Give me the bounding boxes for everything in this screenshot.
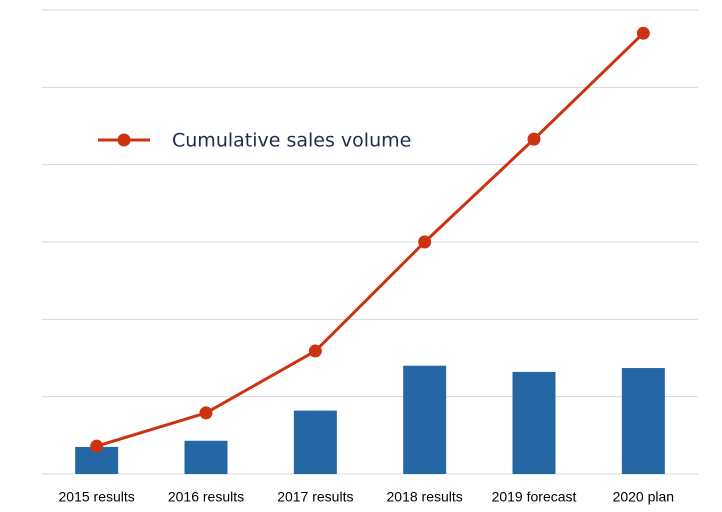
line-marker xyxy=(90,439,104,453)
bar xyxy=(621,368,665,474)
line-marker xyxy=(636,26,650,40)
bar xyxy=(403,365,447,474)
line-marker xyxy=(418,235,432,249)
bar xyxy=(184,440,228,474)
bar xyxy=(512,371,556,474)
x-tick-label: 2016 results xyxy=(168,489,244,505)
x-tick-label: 2019 forecast xyxy=(492,489,577,505)
x-tick-label: 2015 results xyxy=(59,489,135,505)
x-tick-label: 2018 results xyxy=(387,489,463,505)
line-marker xyxy=(308,344,322,358)
x-tick-label: 2020 plan xyxy=(613,489,675,505)
line-marker xyxy=(527,132,541,146)
line xyxy=(96,32,645,448)
legend-marker xyxy=(117,133,131,147)
line-marker xyxy=(199,406,213,420)
x-tick-label: 2017 results xyxy=(277,489,353,505)
legend-label: Cumulative sales volume xyxy=(172,130,411,152)
bar xyxy=(293,410,337,474)
